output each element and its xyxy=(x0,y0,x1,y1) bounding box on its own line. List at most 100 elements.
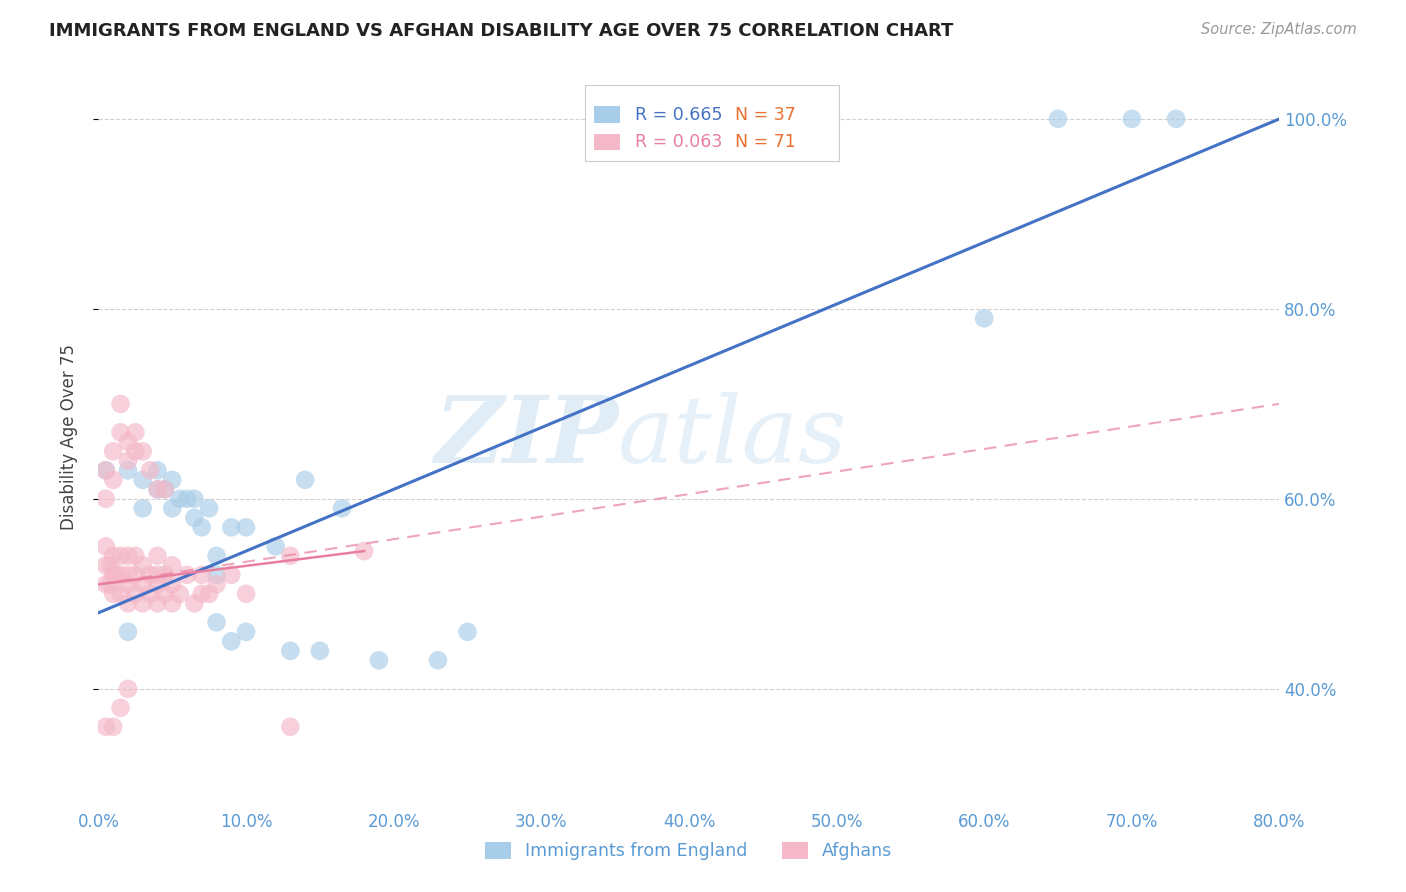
Point xyxy=(124,425,146,440)
Point xyxy=(110,701,132,715)
Bar xyxy=(595,134,620,150)
Point xyxy=(103,549,125,563)
Point xyxy=(117,549,139,563)
Point xyxy=(117,454,139,468)
Point xyxy=(124,567,146,582)
Point xyxy=(94,720,117,734)
Point xyxy=(198,501,221,516)
Point xyxy=(146,549,169,563)
Point xyxy=(110,587,132,601)
Text: ZIP: ZIP xyxy=(434,392,619,482)
Point xyxy=(139,567,162,582)
Point xyxy=(124,587,146,601)
Point xyxy=(124,444,146,458)
Point xyxy=(94,463,117,477)
Point xyxy=(191,567,214,582)
Point xyxy=(183,596,205,610)
Text: N = 71: N = 71 xyxy=(735,133,796,152)
Point xyxy=(132,558,155,573)
Point xyxy=(1046,112,1070,126)
Point xyxy=(280,644,302,658)
Point xyxy=(105,567,128,582)
Point xyxy=(294,473,316,487)
Point xyxy=(176,567,198,582)
Point xyxy=(264,539,287,553)
Point xyxy=(139,463,162,477)
Point xyxy=(146,463,169,477)
Point xyxy=(162,501,183,516)
Point xyxy=(103,567,125,582)
Point xyxy=(457,624,479,639)
Point xyxy=(110,397,132,411)
Point xyxy=(103,587,125,601)
Point xyxy=(191,587,214,601)
Point xyxy=(117,463,139,477)
Point xyxy=(146,577,169,591)
Point xyxy=(94,577,117,591)
Point xyxy=(132,577,155,591)
Point xyxy=(169,491,191,506)
Text: R = 0.063: R = 0.063 xyxy=(634,133,723,152)
Point xyxy=(146,483,169,497)
Point xyxy=(132,596,155,610)
Point xyxy=(98,577,121,591)
Point xyxy=(235,587,257,601)
Point xyxy=(153,483,176,497)
Point xyxy=(94,539,117,553)
Point xyxy=(191,520,214,534)
Bar xyxy=(585,85,839,161)
Point xyxy=(183,491,205,506)
Point xyxy=(146,596,169,610)
Text: Source: ZipAtlas.com: Source: ZipAtlas.com xyxy=(1201,22,1357,37)
Point xyxy=(94,491,117,506)
Point xyxy=(117,681,139,696)
Point xyxy=(153,587,176,601)
Point xyxy=(132,501,155,516)
Point xyxy=(330,501,353,516)
Point xyxy=(139,587,162,601)
Point xyxy=(427,653,450,667)
Point xyxy=(309,644,332,658)
Point xyxy=(110,425,132,440)
Text: N = 37: N = 37 xyxy=(735,106,796,124)
Text: IMMIGRANTS FROM ENGLAND VS AFGHAN DISABILITY AGE OVER 75 CORRELATION CHART: IMMIGRANTS FROM ENGLAND VS AFGHAN DISABI… xyxy=(49,22,953,40)
Point xyxy=(221,520,243,534)
Point xyxy=(117,624,139,639)
Point xyxy=(280,720,302,734)
Point xyxy=(1121,112,1143,126)
Point xyxy=(162,473,183,487)
Point xyxy=(94,463,117,477)
Point xyxy=(205,567,228,582)
Text: atlas: atlas xyxy=(619,392,848,482)
Point xyxy=(235,624,257,639)
Point xyxy=(153,567,176,582)
Point xyxy=(117,577,139,591)
Point xyxy=(235,520,257,534)
Point xyxy=(162,577,183,591)
Point xyxy=(162,558,183,573)
Point xyxy=(110,567,132,582)
Point xyxy=(162,596,183,610)
Bar xyxy=(595,106,620,122)
Point xyxy=(103,720,125,734)
Point xyxy=(132,473,155,487)
Point xyxy=(353,544,375,558)
Point xyxy=(146,567,169,582)
Legend: Immigrants from England, Afghans: Immigrants from England, Afghans xyxy=(478,835,900,867)
Point xyxy=(205,615,228,630)
Point xyxy=(98,558,121,573)
Point xyxy=(205,577,228,591)
Text: R = 0.665: R = 0.665 xyxy=(634,106,723,124)
Point xyxy=(124,549,146,563)
Point xyxy=(169,587,191,601)
Point xyxy=(176,491,198,506)
Point xyxy=(368,653,391,667)
Point xyxy=(103,473,125,487)
Point xyxy=(221,567,243,582)
Point xyxy=(117,567,139,582)
Point xyxy=(146,483,169,497)
Point xyxy=(1166,112,1188,126)
Point xyxy=(973,311,995,326)
Point xyxy=(153,483,176,497)
Point xyxy=(132,444,155,458)
